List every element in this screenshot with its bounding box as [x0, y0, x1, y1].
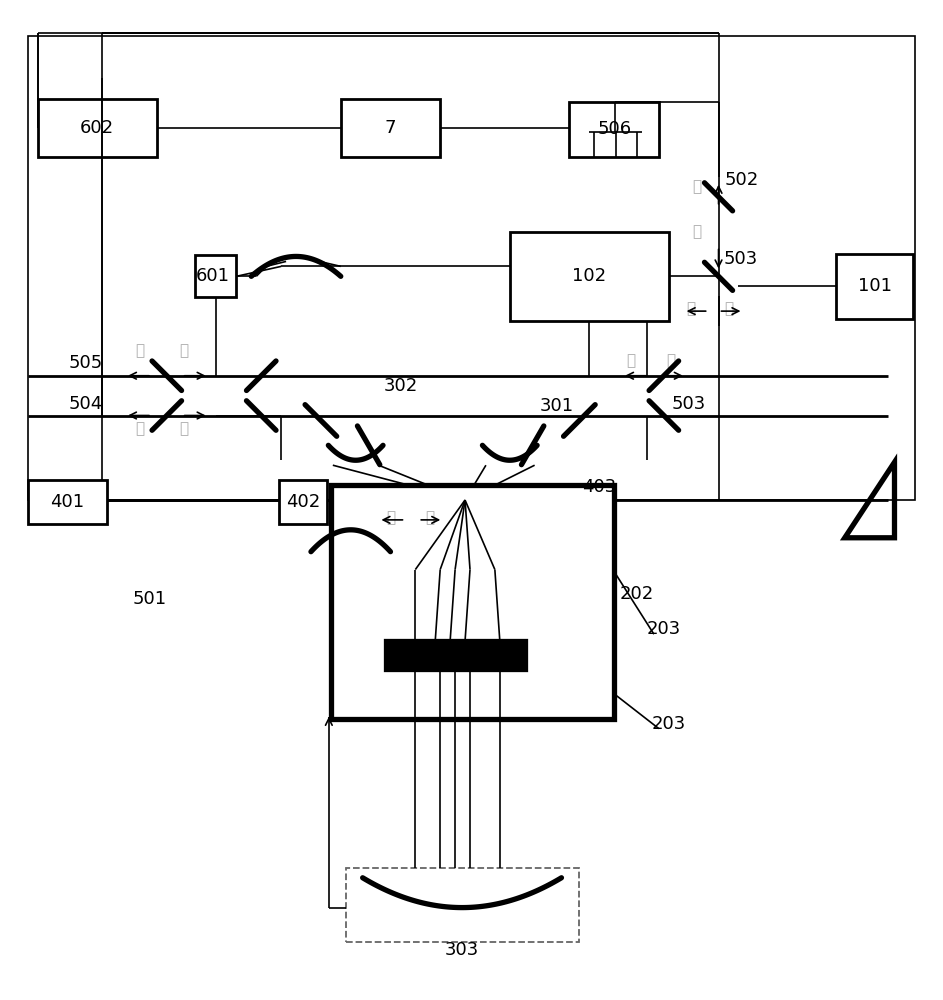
Text: 开: 开: [425, 510, 435, 525]
Text: 关: 关: [386, 510, 395, 525]
Bar: [340, 99, 440, 157]
Text: 201: 201: [428, 646, 462, 664]
Text: 关: 关: [136, 421, 144, 436]
Text: 开: 开: [687, 302, 695, 317]
Bar: [27, 36, 916, 500]
Text: 503: 503: [723, 250, 757, 268]
Text: 503: 503: [671, 395, 706, 413]
Bar: [194, 255, 237, 297]
Bar: [279, 480, 327, 524]
Bar: [281, 371, 652, 500]
Bar: [346, 868, 579, 942]
Bar: [386, 641, 524, 669]
Text: 开: 开: [179, 343, 189, 358]
Text: 303: 303: [445, 941, 479, 959]
Text: 402: 402: [286, 493, 320, 511]
Text: 203: 203: [652, 715, 686, 733]
Text: 302: 302: [383, 377, 418, 395]
Text: 601: 601: [195, 267, 230, 285]
Text: 506: 506: [597, 120, 631, 138]
Text: 102: 102: [572, 267, 606, 285]
Text: 关: 关: [667, 353, 675, 368]
Text: 504: 504: [68, 395, 103, 413]
Text: 403: 403: [582, 478, 617, 496]
Text: 开: 开: [179, 421, 189, 436]
Bar: [510, 232, 669, 321]
Bar: [27, 480, 108, 524]
Bar: [38, 99, 157, 157]
Bar: [570, 102, 659, 157]
Text: 502: 502: [724, 171, 758, 189]
Text: 202: 202: [620, 585, 653, 603]
Text: 301: 301: [539, 397, 573, 415]
Text: 203: 203: [647, 620, 681, 638]
Text: 关: 关: [692, 179, 702, 194]
Bar: [835, 254, 914, 319]
Text: 401: 401: [50, 493, 85, 511]
Text: 开: 开: [626, 353, 636, 368]
Text: 602: 602: [80, 119, 114, 137]
Text: 关: 关: [136, 343, 144, 358]
Text: 505: 505: [68, 354, 103, 372]
Text: 关: 关: [724, 302, 733, 317]
Bar: [331, 485, 614, 719]
Text: 开: 开: [692, 224, 702, 239]
Text: 101: 101: [857, 277, 892, 295]
Text: 7: 7: [385, 119, 396, 137]
Text: 501: 501: [133, 590, 167, 608]
